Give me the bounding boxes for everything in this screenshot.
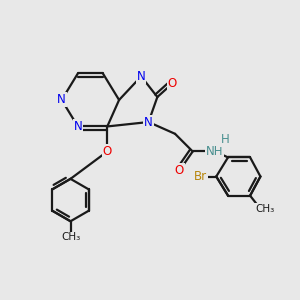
Text: CH₃: CH₃	[61, 232, 80, 242]
Text: NH: NH	[206, 145, 224, 158]
Text: CH₃: CH₃	[255, 204, 274, 214]
Text: Br: Br	[194, 170, 207, 183]
Text: O: O	[167, 77, 177, 90]
Text: O: O	[103, 145, 112, 158]
Text: N: N	[57, 93, 66, 106]
Text: H: H	[221, 133, 230, 146]
Text: N: N	[144, 116, 153, 128]
Text: N: N	[137, 70, 146, 83]
Text: O: O	[175, 164, 184, 177]
Text: N: N	[74, 120, 82, 133]
